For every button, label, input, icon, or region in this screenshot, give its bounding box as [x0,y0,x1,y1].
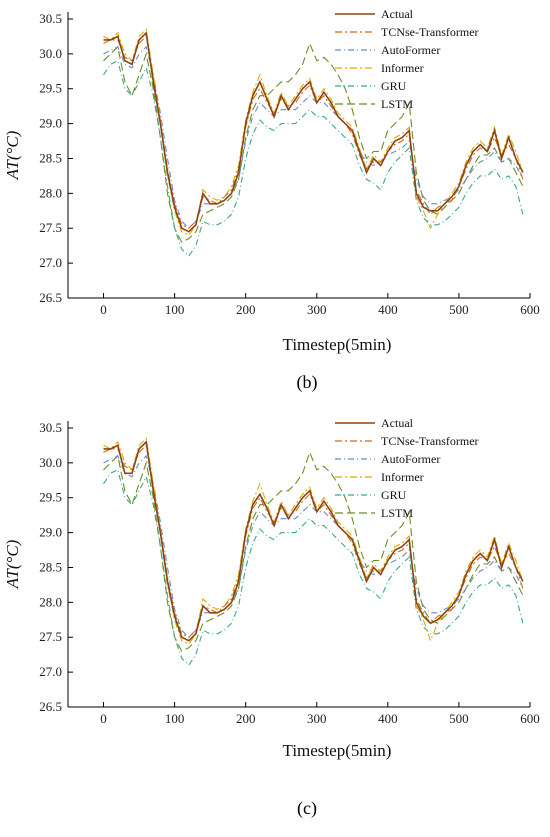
series-line-tcnse-transformer [103,35,524,229]
x-tick-label: 300 [307,302,327,317]
legend-label: LSTM [381,506,413,520]
y-tick-label: 26.5 [39,699,62,714]
x-axis-label: Timestep(5min) [283,335,392,354]
y-tick-label: 28.5 [39,150,62,165]
series-line-gru [103,469,524,666]
legend-label: Informer [381,61,424,75]
y-tick-label: 30.5 [39,420,62,435]
series-line-informer [103,437,524,645]
y-tick-label: 30.0 [39,455,62,470]
x-tick-label: 400 [378,302,398,317]
x-axis-label: Timestep(5min) [283,741,392,760]
x-tick-label: 0 [100,302,107,317]
x-tick-label: 400 [378,711,398,726]
legend-label: Actual [381,416,414,430]
x-tick-label: 300 [307,711,327,726]
panel-label: (b) [297,372,318,393]
series-line-lstm [103,41,524,243]
legend-label: AutoFormer [381,43,440,57]
y-tick-label: 29.5 [39,490,62,505]
y-tick-label: 29.0 [39,116,62,131]
series-line-actual [103,31,524,233]
chart-b: 26.5 27.0 27.5 28.0 28.5 29.0 29.5 30.0 30.5 0 100… [3,7,540,393]
x-tick-label: 600 [520,302,540,317]
legend-label: TCNse-Transformer [381,434,479,448]
panel-label: (c) [297,798,317,819]
y-tick-label: 26.5 [39,290,62,305]
legend-label: Actual [381,7,414,21]
y-tick-label: 27.5 [39,629,62,644]
x-tick-label: 600 [520,711,540,726]
legend-label: TCNse-Transformer [381,25,479,39]
series-line-autoformer [103,45,524,229]
y-axis-label: AT(°C) [3,130,22,180]
x-tick-label: 100 [165,302,185,317]
series-line-lstm [103,450,524,652]
y-tick-label: 30.0 [39,46,62,61]
legend-label: GRU [381,488,407,502]
chart-c: 26.5 27.0 27.5 28.0 28.5 29.0 29.5 30.0 30.5 0 100… [3,416,540,819]
series-line-autoformer [103,454,524,638]
legend-label: LSTM [381,97,413,111]
y-tick-label: 29.0 [39,525,62,540]
series-line-gru [103,60,524,257]
y-tick-label: 30.5 [39,11,62,26]
legend-label: GRU [381,79,407,93]
y-tick-label: 27.0 [39,255,62,270]
y-tick-label: 28.5 [39,559,62,574]
y-tick-label: 27.0 [39,664,62,679]
y-tick-label: 27.5 [39,220,62,235]
series-line-informer [103,28,524,236]
x-tick-label: 500 [449,711,469,726]
y-tick-label: 28.0 [39,594,62,609]
series-line-actual [103,440,524,642]
x-tick-label: 0 [100,711,107,726]
x-tick-label: 200 [236,302,256,317]
y-tick-label: 28.0 [39,185,62,200]
series-line-tcnse-transformer [103,444,524,638]
x-tick-label: 500 [449,302,469,317]
legend-label: AutoFormer [381,452,440,466]
legend-label: Informer [381,470,424,484]
y-tick-label: 29.5 [39,81,62,96]
y-axis-label: AT(°C) [3,539,22,589]
x-tick-label: 200 [236,711,256,726]
x-tick-label: 100 [165,711,185,726]
